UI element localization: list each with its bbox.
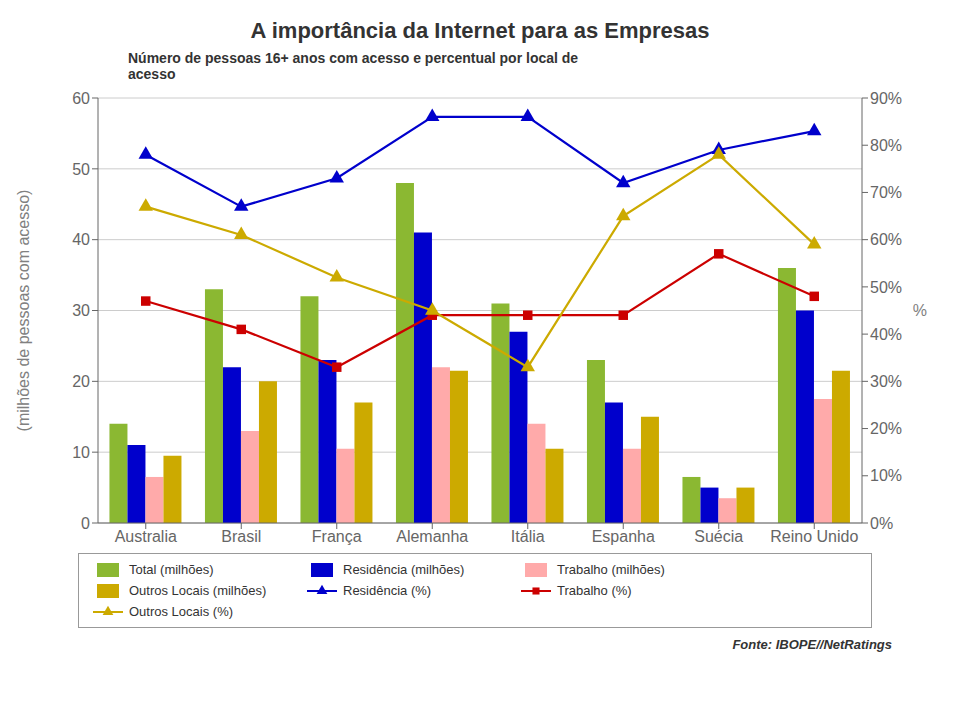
svg-text:Alemanha: Alemanha [396, 528, 468, 545]
html-text:Residência (milhões): Residência (milhões) [343, 562, 465, 577]
svg-text:90%: 90% [870, 90, 902, 107]
svg-text:20: 20 [72, 373, 90, 390]
html-text:Outros Locais (%): Outros Locais (%) [129, 604, 233, 619]
svg-text:0: 0 [81, 515, 90, 532]
html-text:Trabalho (milhões): Trabalho (milhões) [557, 562, 665, 577]
svg-text:40: 40 [72, 231, 90, 248]
svg-text:0%: 0% [870, 515, 893, 532]
svg-text:(milhões de pessoas com acesso: (milhões de pessoas com acesso) [15, 190, 32, 432]
svg-text:30%: 30% [870, 373, 902, 390]
html-text:Outros Locais (milhões): Outros Locais (milhões) [129, 583, 267, 598]
svg-text:40%: 40% [870, 326, 902, 343]
html-text:Residência (%): Residência (%) [343, 583, 432, 598]
svg-text:60: 60 [72, 90, 90, 107]
html-text:Número de pessoas 16+ anos com: Número de pessoas 16+ anos com acesso e … [128, 50, 579, 82]
html-text:Fonte: IBOPE//NetRatings: Fonte: IBOPE//NetRatings [732, 637, 892, 652]
svg-text:70%: 70% [870, 184, 902, 201]
svg-text:Suécia: Suécia [694, 528, 743, 545]
svg-text:30: 30 [72, 302, 90, 319]
svg-text:%: % [913, 302, 927, 319]
svg-text:10: 10 [72, 444, 90, 461]
html-text:A importância da Internet para: A importância da Internet para as Empres… [250, 18, 710, 43]
svg-text:Itália: Itália [511, 528, 545, 545]
svg-text:20%: 20% [870, 420, 902, 437]
svg-text:França: França [312, 528, 362, 545]
svg-text:10%: 10% [870, 467, 902, 484]
svg-text:50%: 50% [870, 279, 902, 296]
svg-text:Reino Unido: Reino Unido [770, 528, 858, 545]
html-text:Trabalho (%): Trabalho (%) [557, 583, 632, 598]
svg-text:50: 50 [72, 161, 90, 178]
svg-text:Brasil: Brasil [221, 528, 261, 545]
svg-text:60%: 60% [870, 231, 902, 248]
svg-text:Australia: Australia [115, 528, 177, 545]
html-text:Total (milhões): Total (milhões) [129, 562, 214, 577]
svg-text:Espanha: Espanha [592, 528, 655, 545]
svg-text:80%: 80% [870, 137, 902, 154]
